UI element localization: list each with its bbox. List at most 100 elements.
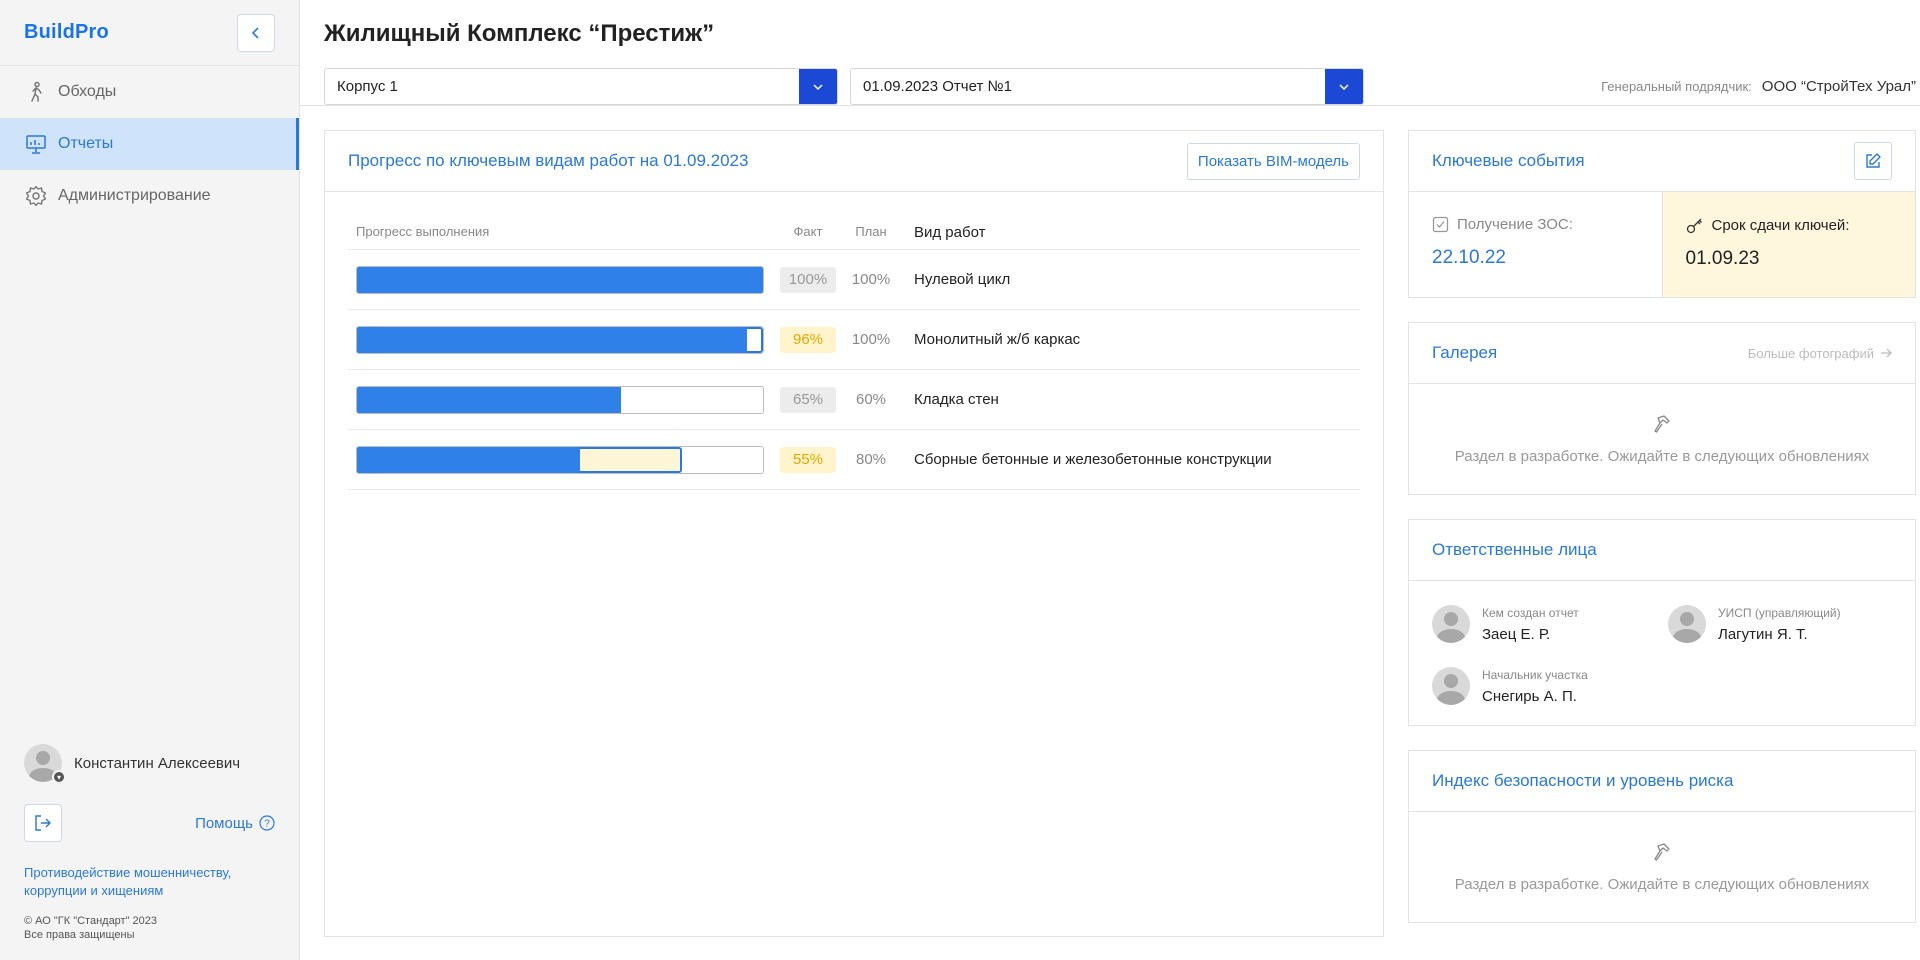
gallery-header: Галерея Больше фотографий bbox=[1409, 323, 1915, 384]
safety-card: Индекс безопасности и уровень риска Разд… bbox=[1408, 750, 1916, 923]
hammer-icon bbox=[1654, 414, 1670, 433]
person-uisp: УИСП (управляющий) Лагутин Я. Т. bbox=[1668, 605, 1904, 643]
gallery-wip: Раздел в разработке. Ожидайте в следующи… bbox=[1409, 384, 1915, 494]
progress-bar bbox=[356, 265, 764, 294]
edit-icon bbox=[1866, 153, 1881, 168]
col-fact: Факт bbox=[793, 224, 823, 239]
page-header: Жилищный Комплекс “Престиж” Корпус 1 01.… bbox=[300, 0, 1920, 106]
events-row: Получение ЗОС: 22.10.22 Срок сдачи ключе… bbox=[1409, 192, 1915, 297]
sidebar-item-label: Администрирование bbox=[58, 187, 211, 204]
fact-badge: 55% bbox=[780, 446, 836, 473]
fact-cell: 96% bbox=[780, 326, 836, 353]
event-zos-value: 22.10.22 bbox=[1432, 247, 1506, 268]
collapse-sidebar-button[interactable] bbox=[237, 13, 275, 52]
progress-bar bbox=[356, 445, 764, 474]
sidebar-header: BuildPro bbox=[0, 0, 299, 66]
key-events-header: Ключевые события bbox=[1409, 131, 1915, 192]
sidebar-item-reports[interactable]: Отчеты bbox=[0, 118, 299, 170]
chevron-down-icon bbox=[813, 83, 823, 90]
anti-fraud-link[interactable]: Противодействие мошенничеству, коррупции… bbox=[24, 865, 232, 898]
safety-wip-text: Раздел в разработке. Ожидайте в следующи… bbox=[1454, 875, 1870, 893]
fact-badge: 96% bbox=[780, 326, 836, 353]
report-select-toggle[interactable] bbox=[1325, 69, 1363, 104]
plan-cell: 80% bbox=[855, 451, 887, 468]
plan-cell: 100% bbox=[851, 331, 891, 348]
plan-cell: 100% bbox=[851, 271, 891, 288]
user-name: Константин Алексеевич bbox=[74, 754, 241, 772]
chevron-left-icon bbox=[251, 26, 259, 39]
sidebar-item-rounds[interactable]: Обходы bbox=[0, 66, 299, 118]
report-select[interactable]: 01.09.2023 Отчет №1 bbox=[850, 68, 1364, 105]
person-role: Начальник участка bbox=[1482, 667, 1588, 682]
logo[interactable]: BuildPro bbox=[24, 21, 109, 43]
sidebar-footer: ▾ Константин Алексеевич Помощь ? Противо… bbox=[24, 744, 275, 942]
page-title: Жилищный Комплекс “Престиж” bbox=[324, 20, 715, 47]
responsible-title: Ответственные лица bbox=[1432, 540, 1597, 559]
chevron-down-icon[interactable]: ▾ bbox=[52, 770, 66, 784]
table-row: 65% 60% Кладка стен bbox=[348, 370, 1360, 430]
safety-wip: Раздел в разработке. Ожидайте в следующи… bbox=[1409, 812, 1915, 922]
presentation-chart-icon bbox=[24, 132, 48, 156]
plan-cell: 60% bbox=[855, 391, 887, 408]
col-work: Вид работ bbox=[914, 224, 986, 241]
report-select-value: 01.09.2023 Отчет №1 bbox=[863, 78, 1012, 95]
contractor-value: ООО “СтройТех Урал” bbox=[1761, 78, 1916, 95]
question-circle-icon: ? bbox=[259, 815, 275, 831]
building-select[interactable]: Корпус 1 bbox=[324, 68, 838, 105]
table-row: 100% 100% Нулевой цикл bbox=[348, 250, 1360, 310]
sidebar-item-administration[interactable]: Администрирование bbox=[0, 170, 299, 222]
table-row: 96% 100% Монолитный ж/б каркас bbox=[348, 310, 1360, 370]
sidebar: BuildPro Обходы Отчеты bbox=[0, 0, 300, 960]
safety-title: Индекс безопасности и уровень риска bbox=[1432, 771, 1734, 790]
event-zos-label-text: Получение ЗОС: bbox=[1457, 216, 1573, 233]
more-photos-link[interactable]: Больше фотографий bbox=[1748, 346, 1892, 361]
work-type-cell: Нулевой цикл bbox=[914, 271, 1011, 288]
event-keys-label-text: Срок сдачи ключей: bbox=[1711, 216, 1850, 234]
help-link[interactable]: Помощь ? bbox=[195, 815, 275, 832]
help-row: Помощь ? bbox=[24, 804, 275, 842]
contractor-label: Генеральный подрядчик: bbox=[1601, 79, 1752, 94]
progress-card: Прогресс по ключевым видам работ на 01.0… bbox=[324, 130, 1384, 937]
sidebar-item-label: Отчеты bbox=[58, 135, 114, 152]
building-select-toggle[interactable] bbox=[799, 69, 837, 104]
progress-cell bbox=[356, 325, 764, 354]
person-role: УИСП (управляющий) bbox=[1718, 605, 1841, 620]
event-keys: Срок сдачи ключей: 01.09.23 bbox=[1661, 192, 1915, 297]
show-bim-button[interactable]: Показать BIM-модель bbox=[1186, 142, 1360, 180]
work-type-cell: Сборные бетонные и железобетонные констр… bbox=[914, 451, 1272, 468]
building-select-value: Корпус 1 bbox=[337, 78, 398, 95]
progress-cell bbox=[356, 445, 764, 474]
col-plan: План bbox=[855, 224, 887, 239]
col-progress: Прогресс выполнения bbox=[356, 224, 490, 239]
progress-table: Прогресс выполнения Факт План Вид работ … bbox=[348, 224, 1360, 490]
work-type-cell: Кладка стен bbox=[914, 391, 999, 408]
event-keys-label: Срок сдачи ключей: bbox=[1686, 216, 1893, 234]
edit-events-button[interactable] bbox=[1854, 142, 1892, 180]
gallery-title: Галерея bbox=[1432, 343, 1498, 362]
responsible-list: Кем создан отчет Заец Е. Р. УИСП (управл… bbox=[1409, 581, 1915, 725]
safety-header: Индекс безопасности и уровень риска bbox=[1409, 751, 1915, 812]
progress-bar-fact bbox=[357, 386, 621, 413]
logout-button[interactable] bbox=[24, 804, 62, 842]
progress-bar bbox=[356, 385, 764, 414]
person-name: Снегирь А. П. bbox=[1482, 687, 1577, 705]
key-icon bbox=[1686, 218, 1702, 234]
fact-cell: 65% bbox=[780, 386, 836, 413]
person-role: Кем создан отчет bbox=[1482, 605, 1579, 620]
more-photos-label: Больше фотографий bbox=[1747, 345, 1874, 361]
progress-bar-fact bbox=[357, 326, 747, 353]
key-events-card: Ключевые события Получение ЗОС: 22.10.22 bbox=[1408, 130, 1916, 298]
progress-card-header: Прогресс по ключевым видам работ на 01.0… bbox=[325, 131, 1383, 192]
event-zos: Получение ЗОС: 22.10.22 bbox=[1409, 192, 1662, 297]
logout-icon bbox=[35, 815, 51, 831]
responsible-header: Ответственные лица bbox=[1409, 520, 1915, 581]
user-profile[interactable]: ▾ Константин Алексеевич bbox=[24, 744, 275, 784]
help-label: Помощь bbox=[195, 814, 253, 832]
filters-row: Корпус 1 01.09.2023 Отчет №1 Генеральный… bbox=[324, 68, 1916, 105]
person-name: Лагутин Я. Т. bbox=[1718, 625, 1808, 643]
progress-cell bbox=[356, 265, 764, 294]
copyright-line: Все права защищены bbox=[24, 929, 135, 941]
person-name: Заец Е. Р. bbox=[1482, 625, 1551, 643]
walking-person-icon bbox=[24, 80, 48, 104]
work-type-cell: Монолитный ж/б каркас bbox=[914, 331, 1081, 348]
